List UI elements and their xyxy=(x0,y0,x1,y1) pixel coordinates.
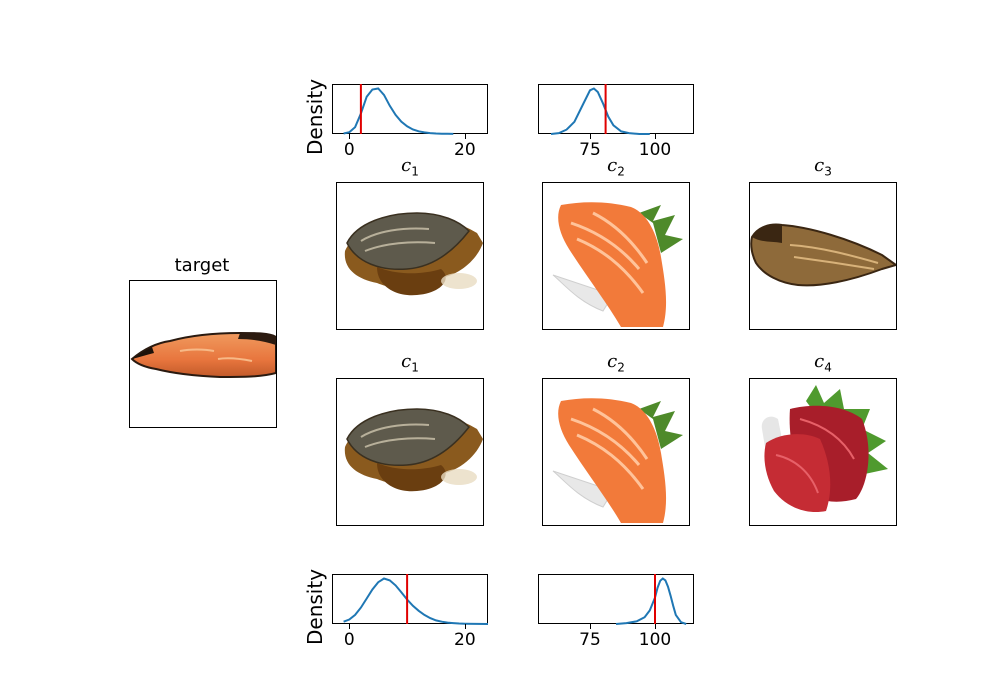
candidate-label: c2 xyxy=(607,351,625,375)
x-tick-label: 0 xyxy=(343,630,355,650)
x-tick-mark xyxy=(464,134,466,139)
candidate-label: c2 xyxy=(607,155,625,179)
x-tick-label: 20 xyxy=(454,140,476,160)
x-tick-label: 100 xyxy=(638,140,672,160)
density-chart-bottom-right xyxy=(538,574,694,624)
x-tick-mark xyxy=(349,624,351,629)
x-tick-label: 75 xyxy=(579,630,601,650)
mackerel-icon xyxy=(344,408,483,492)
density-curve xyxy=(550,87,650,135)
candidate-image-mackerel xyxy=(336,378,484,526)
x-tick-label: 75 xyxy=(579,140,601,160)
candidate-image-dried-fish xyxy=(749,182,897,330)
candidate-image-salmon xyxy=(542,378,690,526)
candidate-label: c3 xyxy=(814,155,832,179)
x-tick-mark xyxy=(590,134,591,139)
x-tick-label: 0 xyxy=(343,140,355,160)
tuna-sashimi-icon xyxy=(761,385,888,513)
dried-fish-icon xyxy=(750,223,896,287)
target-image xyxy=(129,280,277,428)
x-tick-label: 100 xyxy=(638,630,672,650)
x-tick-mark xyxy=(464,624,466,629)
candidate-image-salmon xyxy=(542,182,690,330)
candidate-image-tuna xyxy=(749,378,897,526)
density-curve xyxy=(615,577,687,625)
density-curve xyxy=(343,577,489,625)
target-title: target xyxy=(174,255,230,276)
x-tick-mark xyxy=(655,624,656,629)
candidate-label: c1 xyxy=(401,155,419,179)
salmon-sashimi-icon xyxy=(552,202,683,327)
density-chart-top-left xyxy=(332,84,488,134)
x-tick-mark xyxy=(349,134,351,139)
mackerel-icon xyxy=(344,212,483,296)
candidate-label: c4 xyxy=(814,351,832,375)
x-tick-mark xyxy=(590,624,591,629)
salmon-sashimi-icon xyxy=(552,398,683,523)
density-chart-bottom-left xyxy=(332,574,488,624)
density-chart-top-right xyxy=(538,84,694,134)
grilled-salmon-image xyxy=(130,331,276,379)
candidate-image-mackerel xyxy=(336,182,484,330)
x-tick-mark xyxy=(655,134,656,139)
x-tick-label: 20 xyxy=(454,630,476,650)
candidate-label: c1 xyxy=(401,351,419,375)
